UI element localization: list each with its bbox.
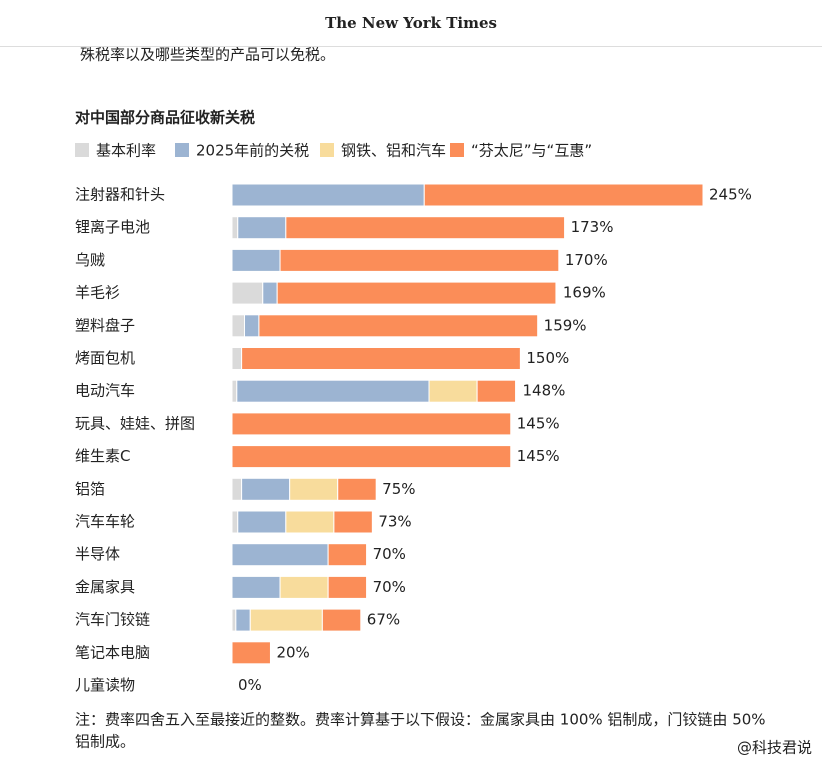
category-label: 维生素C (75, 447, 130, 465)
logo: The New York Times (325, 14, 497, 32)
bar-segment (249, 608, 323, 632)
watermark: @科技君说 (737, 739, 812, 757)
category-label: 烤面包机 (75, 349, 135, 367)
bar-segment (231, 281, 264, 305)
bar-segment (476, 379, 517, 403)
total-label: 170% (565, 251, 608, 269)
note: 注：费率四舍五入至最接近的整数。费率计算基于以下假设：金属家具由 100% 铝制… (75, 711, 766, 729)
total-label: 67% (367, 611, 400, 629)
category-label: 羊毛衫 (75, 284, 120, 302)
bar-segment (321, 608, 362, 632)
legend-label: 2025年前的关税 (196, 142, 309, 160)
legend-label: 钢铁、铝和汽车 (341, 142, 446, 160)
legend-label: 基本利率 (96, 142, 156, 160)
bar-segment (235, 608, 251, 632)
bar-segment (231, 510, 239, 534)
category-label: 汽车门铰链 (75, 611, 150, 629)
bar-segment (428, 379, 478, 403)
bar-segment (231, 641, 271, 665)
bar-segment (285, 510, 335, 534)
bar-segment (231, 608, 237, 632)
category-label: 注射器和针头 (75, 186, 165, 204)
bar-segment (231, 543, 329, 567)
category-label: 玩具、娃娃、拼图 (75, 414, 195, 432)
bar-segment (241, 347, 521, 370)
bar-segment (237, 216, 287, 240)
bar-segment (231, 379, 238, 403)
category-label: 铝箔 (75, 480, 105, 498)
category-label: 塑料盘子 (75, 316, 135, 334)
bar-segment (333, 510, 373, 534)
total-label: 159% (544, 316, 587, 334)
bar-segment (262, 281, 278, 305)
category-label: 乌贼 (75, 251, 105, 269)
total-label: 70% (373, 578, 406, 596)
bar-segment (231, 347, 243, 370)
bar-segment (243, 314, 260, 338)
total-label: 150% (526, 349, 569, 367)
bar-segment (231, 477, 243, 501)
bar-segment (231, 445, 512, 469)
category-label: 汽车车轮 (75, 513, 135, 531)
total-label: 145% (517, 414, 560, 432)
bar-segment (241, 477, 291, 501)
bar-segment (231, 575, 281, 599)
total-label: 148% (523, 382, 566, 400)
bar-segment (289, 477, 339, 501)
total-label: 20% (276, 643, 309, 661)
intro-text: 殊税率以及哪些类型的产品可以免税。 (80, 46, 335, 64)
category-label: 金属家具 (75, 578, 135, 596)
bar-segment (231, 412, 512, 436)
category-label: 电动汽车 (75, 382, 135, 400)
bar-segment (236, 379, 430, 403)
total-label: 173% (571, 218, 614, 236)
bar-segment (258, 314, 539, 338)
bar-segment (279, 575, 329, 599)
bar-segment (327, 575, 368, 599)
legend-swatch (175, 143, 189, 157)
total-label: 169% (563, 284, 606, 302)
header-bg (0, 0, 822, 46)
legend-swatch (450, 143, 464, 157)
legend-swatch (320, 143, 334, 157)
bar-segment (231, 183, 425, 207)
category-label: 儿童读物 (75, 676, 135, 694)
legend-label: “芬太尼”与“互惠” (471, 142, 592, 160)
bar-segment (423, 183, 704, 207)
bar-segment (231, 248, 281, 272)
bar-segment (231, 216, 239, 240)
bar-segment (337, 477, 377, 501)
category-label: 锂离子电池 (75, 218, 150, 236)
bar-segment (285, 216, 566, 240)
bar-segment (231, 314, 245, 338)
total-label: 0% (238, 676, 262, 694)
total-label: 245% (709, 186, 752, 204)
total-label: 73% (378, 513, 411, 531)
bar-segment (279, 248, 560, 272)
bar-segment (276, 281, 557, 305)
note: 铝制成。 (75, 733, 135, 751)
total-label: 145% (517, 447, 560, 465)
bar-segment (327, 543, 368, 567)
category-label: 半导体 (75, 545, 120, 563)
bar-segment (237, 510, 287, 534)
legend-swatch (75, 143, 89, 157)
category-label: 笔记本电脑 (75, 643, 150, 661)
total-label: 75% (382, 480, 415, 498)
total-label: 70% (373, 545, 406, 563)
chart-title: 对中国部分商品征收新关税 (75, 109, 255, 127)
